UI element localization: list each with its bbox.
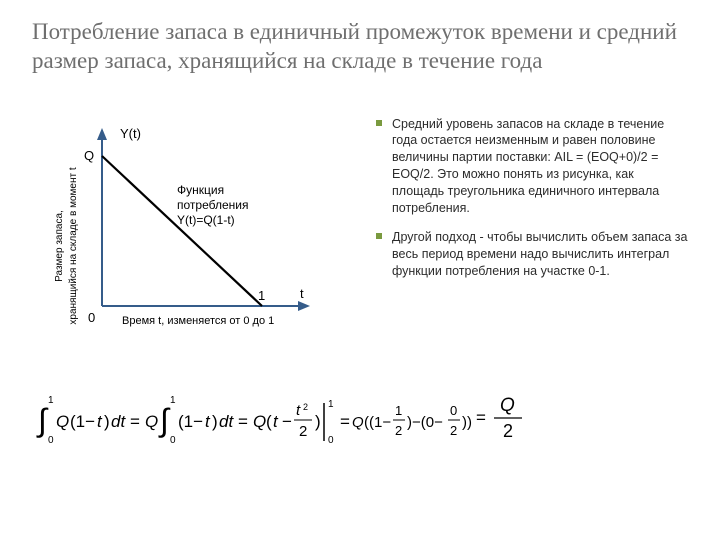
svg-text:0: 0	[450, 403, 457, 418]
slide: Потребление запаса в единичный промежуто…	[0, 0, 720, 540]
bullet-item: Другой подход - чтобы вычислить объем за…	[392, 229, 688, 280]
svg-text:∫: ∫	[36, 402, 49, 438]
svg-text:2: 2	[395, 423, 402, 438]
svg-text:t: t	[296, 402, 301, 419]
slide-title: Потребление запаса в единичный промежуто…	[32, 18, 688, 76]
origin-label: 0	[88, 310, 95, 325]
svg-text:((1−: ((1−	[364, 414, 391, 431]
svg-text:0: 0	[48, 435, 54, 446]
svg-text:Q: Q	[56, 412, 69, 431]
func-label-3: Y(t)=Q(1-t)	[177, 213, 235, 227]
x-axis-caption: Время t, изменяется от 0 до 1	[122, 315, 274, 327]
y-tick-q: Q	[84, 148, 94, 163]
x-axis-label: t	[300, 286, 304, 301]
integral-formula: ∫ 1 0 Q (1− t ) dt = Q ∫ 1 0 (1− t ) dt …	[32, 389, 688, 456]
svg-text:2: 2	[450, 423, 457, 438]
svg-text:−: −	[282, 412, 292, 431]
svg-text:1: 1	[328, 399, 334, 410]
y-axis-caption-1: Размер запаса,	[54, 210, 65, 282]
svg-text:): )	[212, 412, 218, 431]
svg-text:): )	[104, 412, 110, 431]
svg-text:t: t	[205, 412, 211, 431]
svg-text:0: 0	[328, 435, 334, 446]
function-line	[102, 156, 262, 306]
y-axis-label: Y(t)	[120, 126, 141, 141]
body-row: Y(t) t Q 1 0 Время t, изменяется от 0 до…	[32, 116, 688, 351]
svg-text:Q: Q	[253, 412, 266, 431]
svg-text:(: (	[266, 412, 272, 431]
svg-text:=: =	[238, 412, 248, 431]
svg-text:): )	[315, 412, 321, 431]
svg-text:1: 1	[48, 395, 54, 406]
y-axis-arrowhead-icon	[97, 128, 107, 140]
svg-text:)): ))	[462, 414, 472, 431]
svg-text:t: t	[273, 412, 279, 431]
bullet-item: Средний уровень запасов на складе в тече…	[392, 116, 688, 217]
svg-text:1: 1	[170, 395, 176, 406]
svg-text:∫: ∫	[158, 402, 171, 438]
x-axis-arrowhead-icon	[298, 301, 310, 311]
chart-column: Y(t) t Q 1 0 Время t, изменяется от 0 до…	[32, 116, 362, 351]
formula-result-svg: = Q 2	[474, 389, 554, 445]
svg-text:=: =	[476, 408, 486, 427]
svg-text:2: 2	[503, 421, 513, 441]
svg-text:)−(0−: )−(0−	[407, 414, 443, 431]
svg-text:(1−: (1−	[70, 412, 95, 431]
svg-text:(1−: (1−	[178, 412, 203, 431]
bullet-list: Средний уровень запасов на складе в тече…	[374, 116, 688, 292]
svg-text:=: =	[340, 412, 350, 431]
func-label-1: Функция	[177, 183, 224, 197]
consumption-chart: Y(t) t Q 1 0 Время t, изменяется от 0 до…	[32, 116, 332, 346]
svg-text:2: 2	[303, 402, 308, 412]
svg-text:1: 1	[395, 403, 402, 418]
func-label-2: потребления	[177, 198, 248, 212]
svg-text:dt: dt	[219, 412, 234, 431]
svg-text:Q: Q	[500, 395, 515, 416]
formula-svg: ∫ 1 0 Q (1− t ) dt = Q ∫ 1 0 (1− t ) dt …	[32, 389, 472, 451]
svg-text:dt: dt	[111, 412, 126, 431]
svg-text:2: 2	[299, 423, 307, 440]
svg-text:0: 0	[170, 435, 176, 446]
svg-text:t: t	[97, 412, 103, 431]
y-axis-caption-2: хранящийся на складе в момент t	[68, 167, 79, 324]
svg-text:=: =	[130, 412, 140, 431]
svg-text:Q: Q	[352, 414, 364, 431]
svg-text:Q: Q	[145, 412, 158, 431]
x-tick-1: 1	[258, 288, 265, 303]
